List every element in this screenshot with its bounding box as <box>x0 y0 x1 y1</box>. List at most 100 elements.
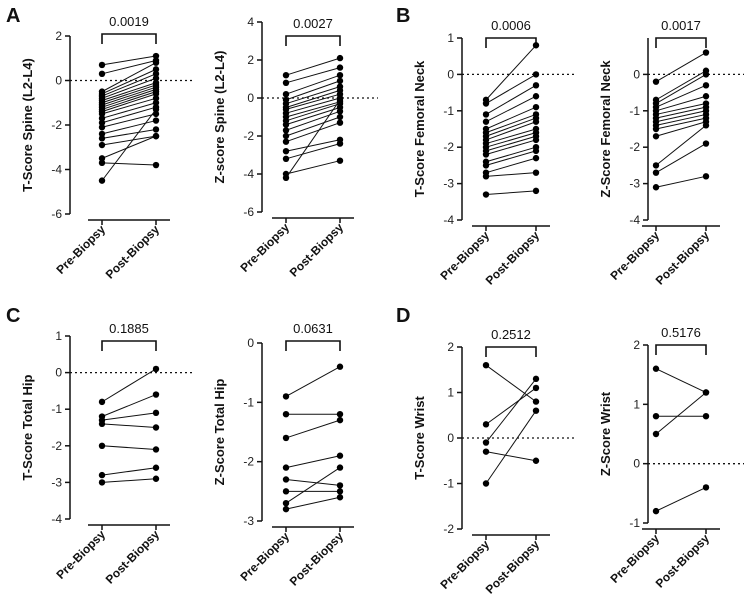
pre-biopsy-point <box>482 439 490 446</box>
pair-line <box>101 423 157 428</box>
post-biopsy-point <box>152 66 160 73</box>
pair-line <box>655 52 707 83</box>
post-biopsy-point <box>152 117 160 124</box>
pair-line <box>655 368 707 393</box>
pair-line <box>285 366 341 397</box>
pre-biopsy-point <box>482 162 490 169</box>
pre-biopsy-point <box>98 420 106 428</box>
x-category-label: Post-Biopsy <box>287 220 347 280</box>
pair-line <box>485 451 537 462</box>
pair-line <box>101 113 157 128</box>
post-biopsy-point <box>152 475 160 482</box>
pair-line <box>655 392 707 435</box>
y-tick-label: -4 <box>51 163 62 177</box>
pair-line <box>485 44 537 101</box>
y-tick-label: 0 <box>447 431 454 445</box>
pair-line <box>285 101 341 118</box>
pair-line <box>285 86 341 105</box>
pair-line <box>485 135 537 152</box>
pre-biopsy-point <box>282 155 290 162</box>
y-tick-label: 2 <box>247 53 254 67</box>
p-value-label: 0.0006 <box>491 18 531 33</box>
pre-biopsy-point <box>652 125 660 133</box>
pre-biopsy-point <box>482 191 490 198</box>
p-value-label: 0.0027 <box>293 16 333 31</box>
pre-biopsy-point <box>282 464 290 471</box>
pair-line <box>485 190 537 196</box>
pair-line <box>101 128 157 139</box>
y-tick-label: -2 <box>51 118 62 132</box>
pre-biopsy-point <box>482 362 490 369</box>
pair-line <box>101 91 157 110</box>
post-biopsy-point <box>532 118 540 125</box>
pair-line <box>101 88 157 108</box>
pre-biopsy-point <box>98 471 106 479</box>
y-tick-label: 1 <box>55 329 62 343</box>
y-tick-label: -1 <box>243 395 254 409</box>
pre-biopsy-point <box>282 505 290 513</box>
pre-biopsy-point <box>282 72 290 79</box>
pair-line <box>101 82 157 101</box>
pre-biopsy-point <box>652 365 660 372</box>
y-tick-label: -2 <box>443 140 454 154</box>
pair-line <box>101 97 157 115</box>
pair-line <box>485 73 537 104</box>
pre-biopsy-point <box>282 393 290 400</box>
post-biopsy-point <box>336 77 344 85</box>
post-biopsy-point <box>152 90 160 98</box>
significance-bracket <box>655 344 707 355</box>
pre-biopsy-point <box>482 448 490 455</box>
pre-biopsy-point <box>98 124 106 131</box>
pair-line <box>655 110 707 123</box>
pre-biopsy-point <box>98 61 106 69</box>
panel-letter-b: B <box>396 5 410 27</box>
pair-line <box>485 128 537 145</box>
x-category-label: Post-Biopsy <box>653 531 713 591</box>
pair-line <box>485 84 537 115</box>
pair-line <box>485 113 537 134</box>
pair-line <box>655 121 707 137</box>
post-biopsy-point <box>152 126 160 133</box>
pair-line <box>655 73 707 104</box>
pair-line <box>101 445 157 450</box>
pair-line <box>655 124 707 166</box>
pair-line <box>285 496 341 510</box>
post-biopsy-point <box>532 42 540 49</box>
pair-line <box>101 109 157 181</box>
post-biopsy-point <box>152 391 160 398</box>
pre-biopsy-point <box>282 488 290 495</box>
significance-bracket <box>485 37 537 48</box>
y-tick-label: -2 <box>443 522 454 536</box>
post-biopsy-point <box>702 71 710 78</box>
y-tick-label: -1 <box>51 402 62 416</box>
post-biopsy-point <box>152 106 160 113</box>
pair-line <box>101 120 157 135</box>
pre-biopsy-point <box>652 507 660 515</box>
pre-biopsy-point <box>482 151 490 158</box>
post-biopsy-point <box>152 75 160 82</box>
pre-biopsy-point <box>282 476 290 483</box>
pair-line <box>101 162 157 166</box>
y-tick-label: 0 <box>447 67 454 81</box>
post-biopsy-point <box>336 494 344 501</box>
pair-line <box>101 62 157 93</box>
post-biopsy-point <box>702 484 710 491</box>
pre-biopsy-point <box>282 138 290 145</box>
pre-biopsy-point <box>282 127 290 134</box>
pair-line <box>285 107 341 126</box>
post-biopsy-point <box>702 82 710 89</box>
pair-line <box>101 394 157 417</box>
pre-biopsy-point <box>282 79 290 87</box>
x-category-label: Pre-Biopsy <box>607 228 662 283</box>
pre-biopsy-point <box>282 411 290 418</box>
y-tick-label: -2 <box>51 439 62 453</box>
post-biopsy-point <box>702 140 710 147</box>
post-biopsy-point <box>152 99 160 106</box>
x-category-label: Pre-Biopsy <box>607 531 662 586</box>
post-biopsy-point <box>336 157 344 164</box>
pre-biopsy-point <box>282 434 290 442</box>
post-biopsy-point <box>702 389 710 396</box>
